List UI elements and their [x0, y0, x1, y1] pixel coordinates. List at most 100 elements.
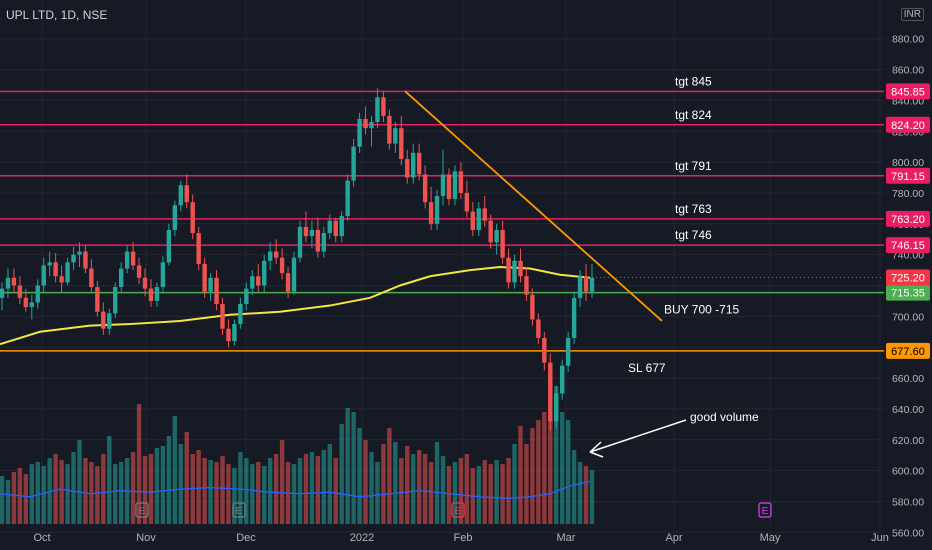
- price-level-label: tgt 845: [675, 74, 712, 88]
- candle-body: [405, 159, 410, 178]
- volume-bar: [524, 444, 529, 524]
- volume-bar: [577, 462, 583, 524]
- symbol-title: UPL LTD, 1D, NSE: [6, 8, 108, 22]
- price-axis-tick: 560.00: [892, 527, 924, 539]
- volume-bar: [95, 466, 100, 524]
- candle-body: [214, 277, 219, 305]
- candle-body: [333, 220, 338, 237]
- candle-body: [518, 260, 523, 277]
- volume-bar: [476, 466, 481, 524]
- price-tag-label: 763.20: [891, 214, 925, 226]
- candle-body: [482, 208, 487, 221]
- candle-body: [124, 251, 130, 269]
- candle-body: [130, 251, 136, 266]
- volume-bar: [11, 472, 17, 524]
- volume-bar: [416, 450, 422, 524]
- candle-body: [589, 277, 595, 292]
- candle-body: [279, 257, 285, 274]
- price-tag-label: 791.15: [891, 171, 925, 183]
- candle-body: [411, 152, 416, 178]
- price-tag: [886, 167, 930, 184]
- candle-body: [226, 328, 231, 342]
- volume-bar: [452, 462, 458, 524]
- volume-bar: [166, 436, 172, 524]
- price-tag-label: 715.35: [891, 288, 925, 300]
- candle-body: [428, 202, 434, 224]
- candle-body: [107, 313, 112, 329]
- candle-body: [375, 97, 380, 122]
- price-level-label: SL 677: [628, 361, 666, 375]
- volume-bar: [53, 454, 58, 524]
- candle-body: [89, 268, 94, 288]
- time-axis-tick: Oct: [33, 532, 50, 544]
- candle-body: [512, 260, 517, 283]
- volume-bar: [279, 440, 285, 524]
- volume-bar: [136, 404, 142, 524]
- volume-bar: [256, 462, 261, 524]
- price-level-label: BUY 700 -715: [664, 303, 739, 317]
- volume-bar: [357, 428, 362, 524]
- arrow-head: [589, 441, 604, 458]
- time-axis-tick: Dec: [236, 532, 256, 544]
- candle-body: [363, 118, 368, 129]
- candle-body: [291, 257, 297, 292]
- candle-body: [357, 118, 362, 147]
- volume-bar: [184, 432, 189, 524]
- candle-body: [47, 262, 52, 266]
- volume-bar: [315, 456, 321, 524]
- earnings-marker-label: E: [139, 506, 146, 517]
- price-axis-tick: 780.00: [892, 188, 924, 200]
- volume-bar: [369, 452, 374, 524]
- volume-bar: [565, 420, 571, 524]
- volume-bar: [107, 436, 112, 524]
- candle-body: [458, 171, 464, 193]
- volume-bar: [172, 416, 178, 524]
- candle-body: [202, 263, 207, 292]
- candle-body: [303, 226, 309, 237]
- time-axis[interactable]: Oct Nov Dec 2022 Feb Mar Apr May Jun: [33, 532, 888, 544]
- volume-bar: [113, 464, 118, 524]
- candle-body: [583, 276, 589, 292]
- earnings-marker: [451, 502, 465, 518]
- volume-bar: [250, 464, 255, 524]
- volume-bar: [560, 412, 565, 524]
- candle-body: [29, 302, 34, 308]
- candle-body: [434, 196, 440, 224]
- price-tag-label: 824.20: [891, 120, 925, 132]
- volume-bar: [339, 424, 344, 524]
- candle-body: [440, 174, 446, 197]
- currency-badge[interactable]: INR: [900, 8, 924, 21]
- volume-bar: [440, 456, 446, 524]
- trendline[interactable]: [404, 90, 663, 322]
- volume-bar: [178, 444, 183, 524]
- earnings-marker-label: E: [455, 506, 462, 517]
- volume-bar: [303, 454, 309, 524]
- volume-bar: [327, 444, 332, 524]
- volume-bar: [345, 408, 350, 524]
- volume-bar: [321, 450, 327, 524]
- candle-body: [542, 337, 547, 363]
- candle-body: [196, 233, 201, 264]
- volume-bar: [65, 464, 70, 524]
- candle-body: [381, 97, 386, 116]
- candle-body: [208, 277, 213, 292]
- candle-body: [113, 287, 118, 314]
- volume-bar: [23, 474, 29, 524]
- time-axis-tick: 2022: [350, 532, 374, 544]
- volume-bar: [542, 412, 547, 524]
- candle-body: [524, 276, 529, 295]
- volume-bar: [405, 446, 410, 524]
- price-axis-tick: 580.00: [892, 496, 924, 508]
- candle-body: [369, 121, 374, 129]
- candle-body: [136, 265, 142, 278]
- time-axis-tick: May: [760, 532, 781, 544]
- volume-bar: [309, 452, 315, 524]
- candle-body: [387, 115, 392, 144]
- candle-body: [250, 276, 255, 289]
- candle-body: [464, 192, 470, 212]
- earnings-marker: [232, 502, 246, 518]
- price-tags: 845.85 824.20 791.15 763.20 746.15 715.35 677.…: [886, 83, 930, 359]
- candle-body: [59, 276, 64, 283]
- volume-bar: [142, 456, 148, 524]
